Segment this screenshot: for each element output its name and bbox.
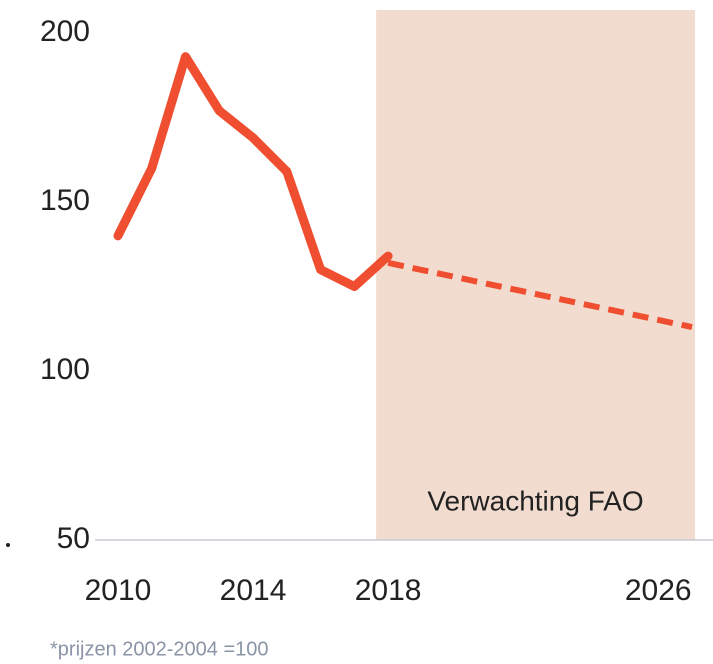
y-tick-label: 100: [40, 353, 90, 386]
x-tick-label: 2010: [85, 574, 152, 607]
x-tick-label: 2026: [625, 574, 692, 607]
y-tick-label: 150: [40, 184, 90, 217]
x-tick-label: 2018: [355, 574, 422, 607]
line-series: [387, 259, 693, 330]
bullet-dot: [6, 543, 10, 547]
y-tick-label: 50: [57, 522, 90, 555]
forecast-region: [376, 10, 695, 540]
x-tick-label: 2014: [220, 574, 287, 607]
footnote: *prijzen 2002-2004 =100: [50, 638, 269, 660]
forecast-label: Verwachting FAO: [427, 485, 643, 516]
line-series: [113, 52, 393, 291]
y-tick-label: 200: [40, 15, 90, 48]
